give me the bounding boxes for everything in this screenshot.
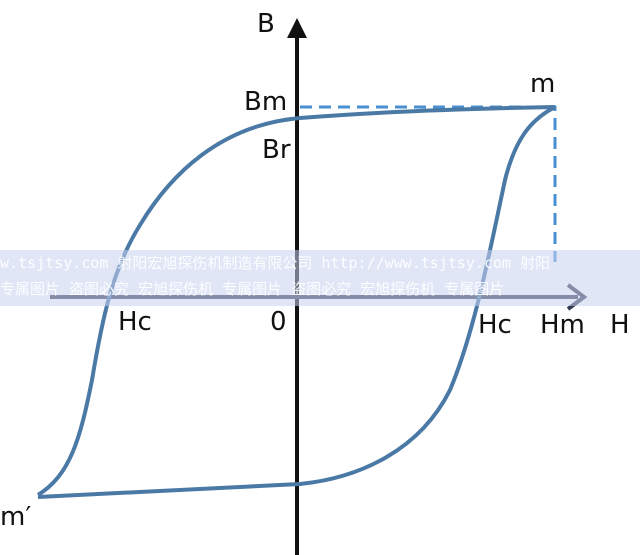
upper-branch <box>36 105 556 497</box>
hm-label: Hm <box>540 310 585 340</box>
dashed-bm-line <box>300 105 557 262</box>
b-axis-arrow <box>287 18 307 38</box>
bm-label: Bm <box>244 87 287 117</box>
m-prime-label: m′ <box>0 502 31 532</box>
m-label: m <box>530 69 555 99</box>
h-axis-label: H <box>610 310 630 340</box>
lower-branch <box>37 105 556 499</box>
b-axis-label: B <box>257 9 275 39</box>
hc-left-label: Hc <box>118 307 152 337</box>
hc-right-label: Hc <box>478 310 512 340</box>
watermark: w.tsjtsy.com 射阳宏旭探伤机制造有限公司 http://www.ts… <box>0 250 640 306</box>
origin-label: 0 <box>270 307 287 337</box>
watermark-line-1: w.tsjtsy.com 射阳宏旭探伤机制造有限公司 http://www.ts… <box>0 254 551 272</box>
br-label: Br <box>262 135 291 165</box>
watermark-line-2: 专属图片 盗图必究 宏旭探伤机 专属图片 盗图必究 宏旭探伤机 专属图片 <box>0 280 505 298</box>
